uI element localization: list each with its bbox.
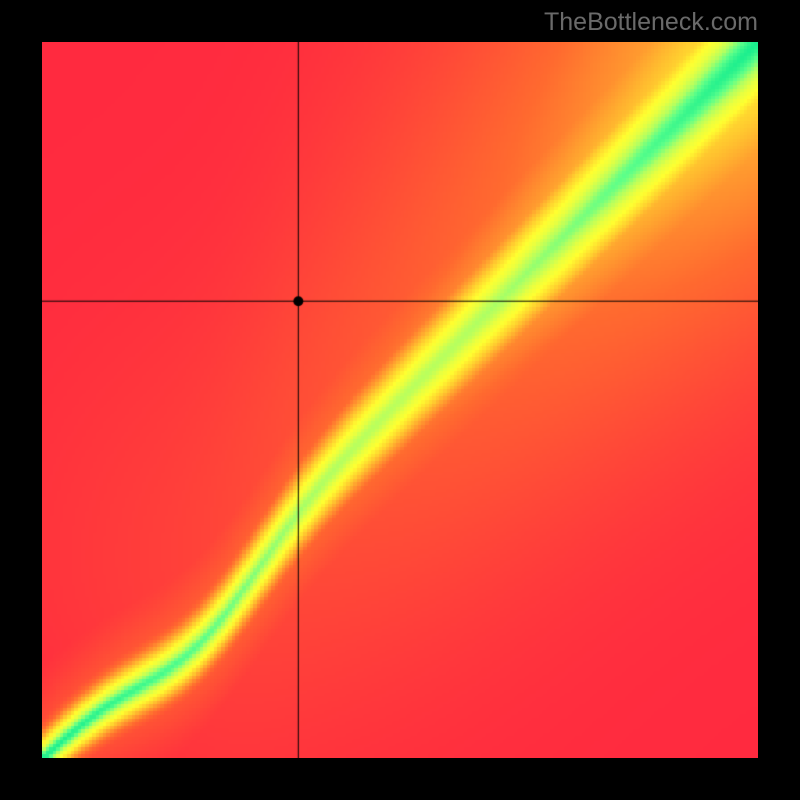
watermark-label: TheBottleneck.com (544, 8, 758, 37)
bottleneck-heatmap (42, 42, 758, 758)
